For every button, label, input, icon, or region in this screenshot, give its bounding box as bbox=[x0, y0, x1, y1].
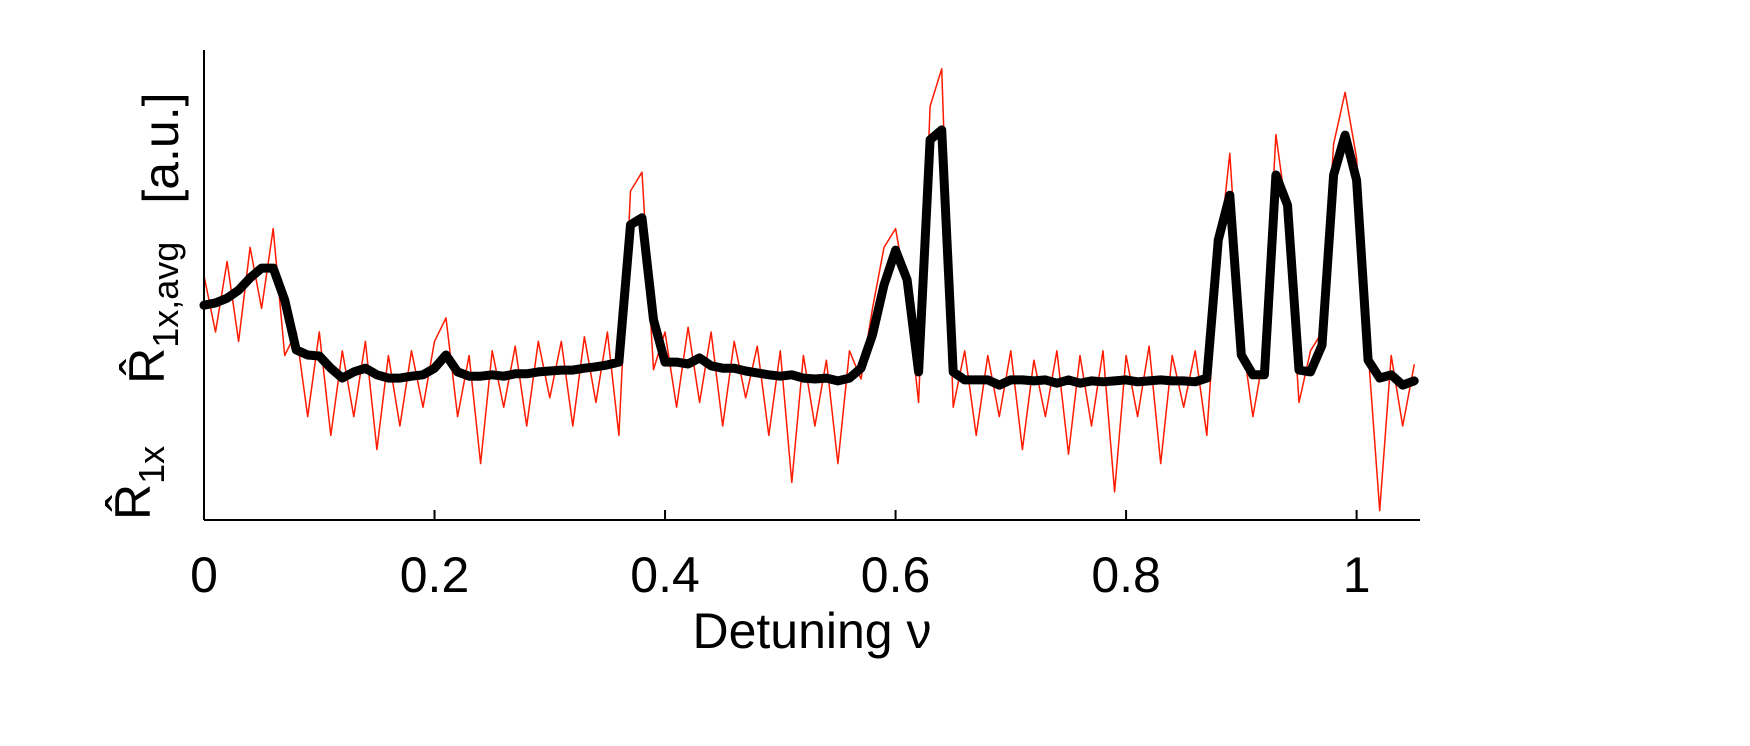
x-tick-label: 0.6 bbox=[861, 547, 931, 603]
x-axis-label: Detuning ν bbox=[692, 603, 931, 659]
x-tick-label: 0 bbox=[190, 547, 218, 603]
series-line bbox=[199, 125, 1419, 390]
x-tick-label: 0.4 bbox=[630, 547, 700, 603]
legend-label: R̂1x bbox=[105, 446, 172, 520]
x-tick-label: 1 bbox=[1343, 547, 1371, 603]
y-axis-label: R̂1x R̂1x,avg [a.u.] bbox=[105, 92, 189, 520]
y-axis-unit: [a.u.] bbox=[133, 92, 189, 203]
x-tick-label: 0.8 bbox=[1091, 547, 1161, 603]
x-tick-label: 0.2 bbox=[400, 547, 470, 603]
legend-label: R̂1x,avg bbox=[119, 242, 186, 384]
